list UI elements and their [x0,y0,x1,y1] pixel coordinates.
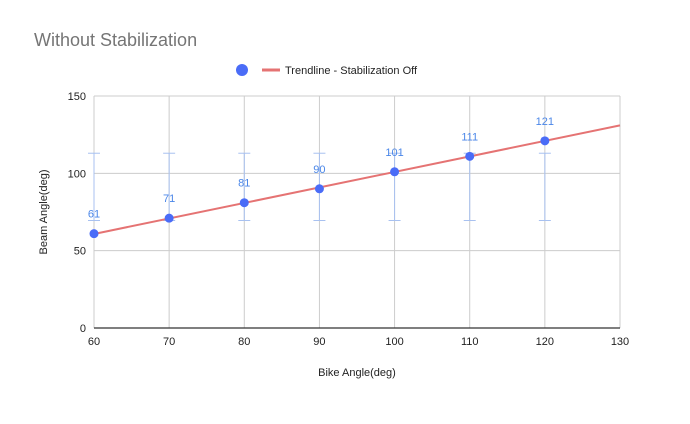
data-label: 61 [88,209,100,221]
y-tick-label: 100 [68,168,86,180]
trendline-layer [93,124,621,235]
data-label: 111 [461,131,478,143]
legend: Trendline - Stabilization Off [236,64,418,77]
data-point [540,136,550,146]
x-tick-label: 110 [461,336,479,348]
x-tick-label: 60 [88,336,100,348]
data-labels: 61 71 81 90 101 111 121 [88,116,554,221]
x-tick-label: 70 [163,336,175,348]
legend-label-trendline: Trendline - Stabilization Off [285,65,418,77]
data-point [239,198,249,208]
x-tick-label: 80 [238,336,250,348]
data-label: 101 [385,147,403,159]
legend-marker-points [236,64,248,76]
data-point [164,213,174,223]
data-label: 90 [313,164,325,176]
y-tick-label: 150 [68,91,86,103]
x-axis-label: Bike Angle(deg) [318,367,396,379]
data-label: 71 [163,193,175,205]
chart-title: Without Stabilization [34,30,198,50]
y-tick-label: 0 [80,323,86,335]
data-label: 81 [238,178,250,190]
data-point [314,184,324,194]
x-tick-label: 120 [536,336,554,348]
tick-labels: 60 70 80 90 100 110 120 130 0 50 100 150 [68,91,630,348]
data-points [89,136,550,239]
trendline [93,124,621,235]
grid [93,95,621,329]
y-tick-label: 50 [74,246,86,258]
data-label: 121 [536,116,554,128]
data-point [465,151,475,161]
x-tick-label: 90 [313,336,325,348]
y-axis-label: Beam Angle(deg) [38,170,50,255]
x-tick-label: 100 [385,336,403,348]
data-point [390,167,400,177]
x-tick-label: 130 [611,336,629,348]
data-point [89,229,99,239]
